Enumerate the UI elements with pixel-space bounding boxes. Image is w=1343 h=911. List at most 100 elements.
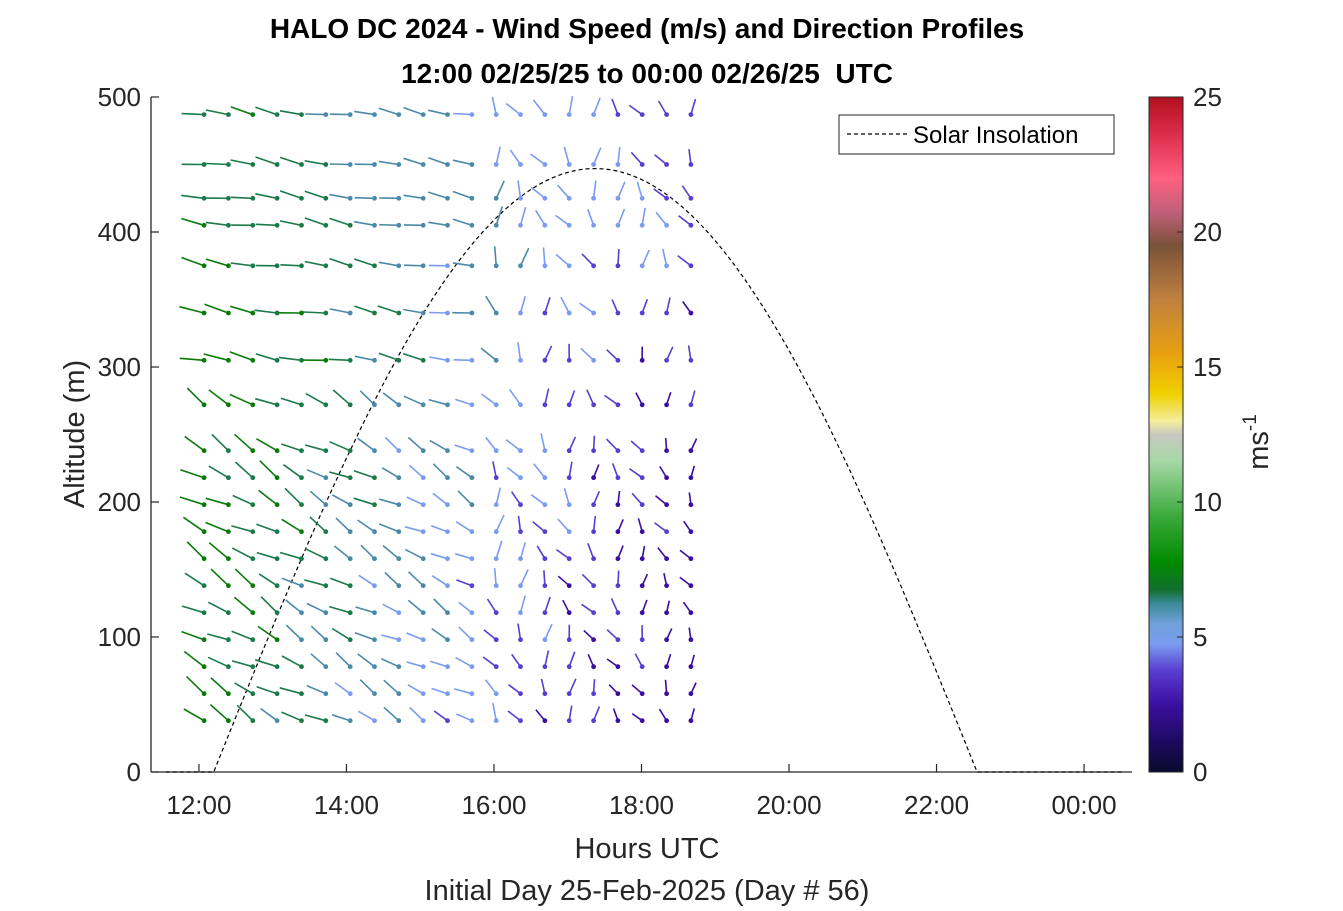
wind-barb-shaft	[655, 211, 668, 226]
wind-barb-dot	[469, 195, 475, 201]
wind-barb-shaft	[604, 394, 619, 406]
x-axis-label: Hours UTC	[574, 833, 719, 865]
wind-barb-shaft	[455, 713, 473, 722]
wind-barb-dot	[493, 637, 499, 643]
wind-barb-shaft	[207, 633, 229, 641]
wind-barb-shaft	[234, 461, 254, 479]
wind-barb-shaft	[329, 163, 351, 166]
chart-subtitle: 12:00 02/25/25 to 00:00 02/26/25 UTC	[401, 58, 893, 89]
wind-barb-dot	[664, 222, 669, 228]
wind-barb-shaft	[581, 253, 595, 267]
wind-barb-dot	[347, 475, 353, 481]
wind-barb-dot	[591, 610, 596, 616]
wind-barb-shaft	[557, 184, 570, 199]
wind-barb-shaft	[455, 398, 473, 406]
wind-barb-dot	[639, 718, 645, 724]
wind-barb-shaft	[505, 102, 521, 116]
wind-barb-shaft	[630, 440, 643, 452]
wind-barb-dot	[299, 448, 304, 454]
wind-barb-shaft	[186, 541, 205, 560]
wind-barb-dot	[518, 448, 523, 454]
wind-barb-dot	[396, 637, 402, 643]
wind-barb-dot	[226, 718, 231, 724]
wind-barb-shaft	[357, 437, 375, 452]
wind-barb-shaft	[429, 311, 448, 314]
wind-barb-shaft	[509, 149, 522, 165]
wind-barb-shaft	[255, 353, 278, 362]
colorbar-gradient	[1148, 96, 1184, 773]
wind-barb-dot	[664, 448, 669, 454]
wind-barb-shaft	[383, 679, 400, 695]
wind-barb-dot	[493, 402, 499, 408]
wind-barb-dot	[201, 556, 207, 562]
colorbar-tick-label: 0	[1193, 757, 1207, 787]
wind-barb-shaft	[230, 159, 253, 166]
wind-barb-dot	[664, 529, 669, 535]
wind-barb-dot	[396, 718, 402, 724]
wind-barb-dot	[688, 475, 694, 481]
wind-barb-dot	[518, 112, 523, 117]
wind-barb-shaft	[357, 519, 375, 533]
wind-barb-dot	[201, 583, 207, 589]
wind-barb-shaft	[306, 684, 327, 695]
wind-barb-dot	[664, 610, 669, 616]
wind-barb-shaft	[329, 440, 351, 452]
wind-barb-dot	[639, 475, 645, 481]
wind-barb-dot	[493, 556, 499, 562]
wind-barb-dot	[226, 637, 231, 643]
x-tick-label: 00:00	[1052, 790, 1117, 820]
wind-barb-shaft	[617, 249, 620, 266]
wind-barb-dot	[445, 222, 450, 228]
wind-barb-shaft	[231, 660, 254, 668]
x-tick-label: 14:00	[314, 790, 379, 820]
wind-barb-dot	[201, 610, 207, 616]
wind-barb-dot	[445, 556, 450, 562]
wind-barb-dot	[445, 502, 450, 508]
wind-barb-dot	[445, 475, 450, 481]
wind-barb-dot	[226, 448, 231, 454]
wind-barb-shaft	[493, 568, 497, 586]
wind-barb-shaft	[254, 309, 278, 314]
wind-barb-dot	[664, 475, 669, 481]
wind-barb-shaft	[179, 305, 205, 314]
wind-barb-dot	[323, 502, 329, 508]
wind-barb-dot	[250, 529, 256, 535]
wind-barb-dot	[347, 664, 353, 670]
wind-barb-dot	[396, 112, 402, 117]
wind-barb-dot	[201, 691, 207, 697]
wind-barb-dot	[542, 357, 548, 363]
wind-barb-dot	[250, 556, 256, 562]
wind-barb-shaft	[205, 497, 229, 506]
wind-barb-shaft	[257, 625, 278, 641]
wind-barb-shaft	[456, 579, 473, 587]
wind-barb-shaft	[305, 392, 327, 406]
wind-barb-shaft	[377, 305, 400, 314]
wind-barb-dot	[639, 402, 645, 408]
wind-barb-shaft	[560, 296, 570, 314]
wind-barb-dot	[542, 310, 548, 316]
wind-barb-dot	[323, 583, 329, 589]
wind-barb-shaft	[279, 551, 302, 560]
wind-barb-dot	[469, 310, 475, 316]
wind-barb-dot	[323, 112, 329, 117]
wind-barb-dot	[518, 529, 523, 535]
wind-barb-dot	[226, 556, 231, 562]
wind-barb-shaft	[428, 221, 448, 227]
wind-barb-dot	[469, 162, 475, 167]
wind-barb-shaft	[592, 180, 597, 199]
wind-barb-dot	[420, 529, 426, 535]
wind-barb-dot	[591, 556, 596, 562]
wind-barb-dot	[493, 664, 499, 670]
wind-barb-dot	[664, 112, 669, 117]
wind-barb-shaft	[568, 461, 573, 478]
wind-barb-shaft	[355, 606, 375, 614]
wind-barb-shaft	[260, 707, 278, 722]
wind-barb-dot	[469, 222, 475, 228]
wind-barb-shaft	[259, 460, 278, 479]
wind-barb-shaft	[406, 661, 424, 668]
wind-barb-shaft	[378, 107, 400, 116]
wind-barb-dot	[542, 718, 548, 724]
wind-barb-dot	[372, 691, 377, 697]
wind-barb-shaft	[409, 706, 424, 722]
wind-barb-dot	[688, 402, 694, 408]
